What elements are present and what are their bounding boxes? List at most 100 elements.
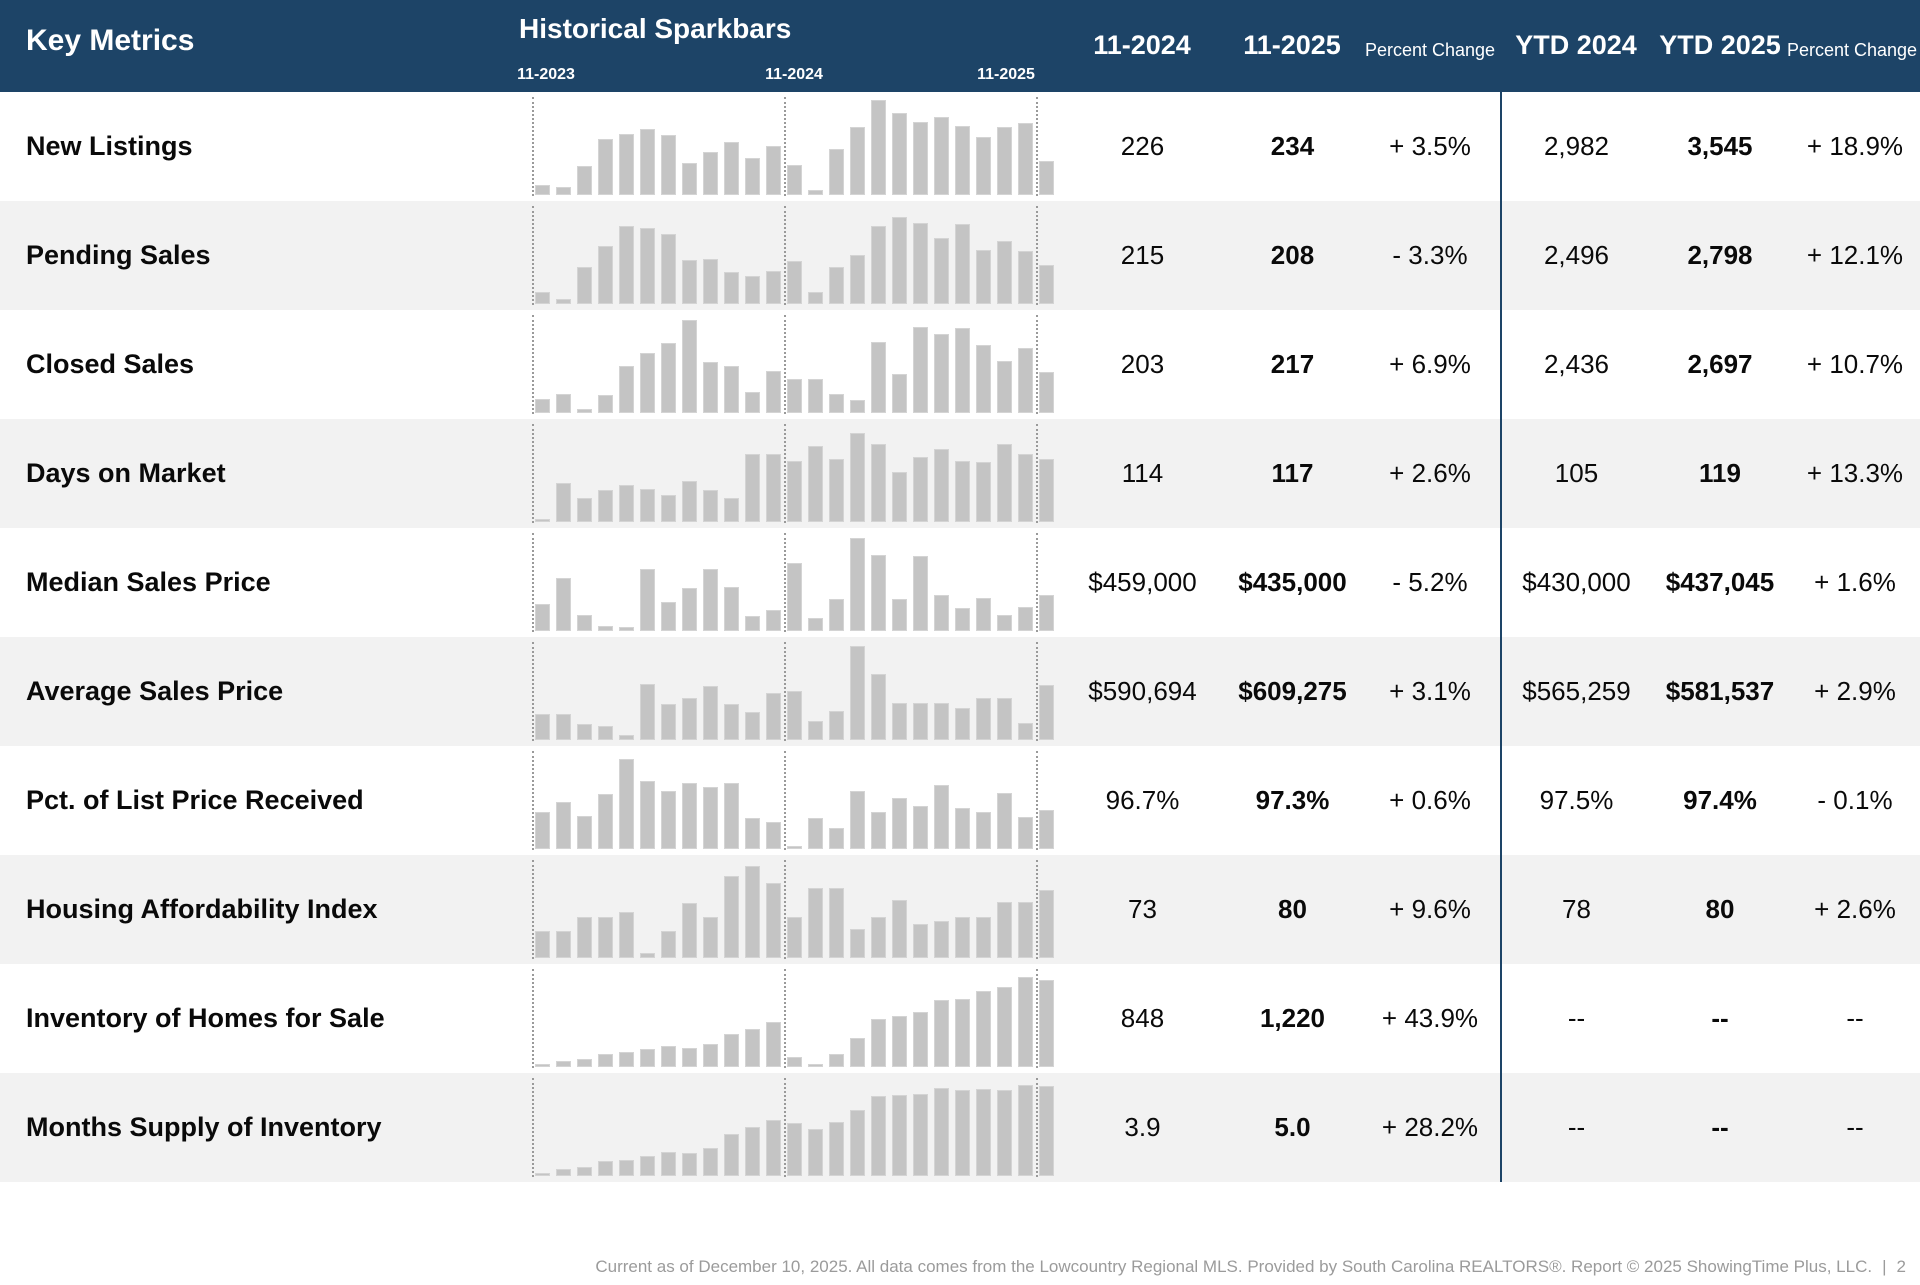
spark-bar bbox=[661, 1046, 676, 1067]
spark-bar bbox=[955, 126, 970, 195]
spark-bar bbox=[1018, 454, 1033, 522]
metric-label: Closed Sales bbox=[26, 349, 195, 379]
spark-bar bbox=[955, 808, 970, 849]
value-ytd-percent-change: + 10.7% bbox=[1806, 349, 1904, 379]
spark-bar bbox=[619, 366, 634, 413]
metric-label: New Listings bbox=[26, 131, 193, 161]
value-ytd-2024: 2,982 bbox=[1543, 131, 1610, 161]
spark-bar bbox=[682, 903, 697, 958]
spark-bars bbox=[535, 752, 1055, 849]
value-ytd-2025: $581,537 bbox=[1665, 676, 1775, 706]
spark-bar bbox=[661, 234, 676, 304]
spark-bar bbox=[640, 684, 655, 740]
spark-gridline-2025 bbox=[1036, 1078, 1038, 1177]
spark-bar bbox=[703, 1044, 718, 1067]
spark-bar bbox=[598, 626, 613, 631]
spark-bar bbox=[556, 1061, 571, 1067]
divider-line bbox=[1500, 855, 1502, 964]
spark-bar bbox=[619, 735, 634, 740]
spark-bar bbox=[1018, 123, 1033, 195]
spark-bar bbox=[829, 1054, 844, 1067]
value-ytd-percent-change: + 13.3% bbox=[1806, 458, 1904, 488]
value-ytd-percent-change: -- bbox=[1846, 1112, 1864, 1142]
spark-bar bbox=[766, 693, 781, 740]
spark-bar bbox=[703, 569, 718, 631]
spark-bar bbox=[766, 371, 781, 413]
column-header-ytd-2025: YTD 2025 bbox=[1659, 30, 1781, 60]
spark-bar bbox=[850, 127, 865, 195]
spark-bar bbox=[787, 1057, 802, 1067]
spark-bar bbox=[997, 698, 1012, 740]
metric-label: Inventory of Homes for Sale bbox=[26, 1003, 385, 1033]
spark-bar bbox=[724, 1034, 739, 1067]
value-ytd-percent-change: + 2.6% bbox=[1814, 894, 1896, 924]
spark-bar bbox=[913, 122, 928, 195]
spark-bar bbox=[934, 238, 949, 304]
spark-bar bbox=[892, 900, 907, 958]
spark-bar bbox=[640, 129, 655, 195]
value-month-2024: 848 bbox=[1120, 1003, 1165, 1033]
value-ytd-2025: 2,798 bbox=[1687, 240, 1753, 270]
spark-bar bbox=[850, 791, 865, 849]
spark-bar bbox=[598, 794, 613, 849]
spark-bar bbox=[598, 1054, 613, 1067]
spark-bar bbox=[934, 921, 949, 958]
spark-bar bbox=[766, 1022, 781, 1067]
spark-bar bbox=[892, 798, 907, 849]
value-month-2024: 3.9 bbox=[1124, 1112, 1161, 1142]
spark-bar bbox=[892, 472, 907, 522]
spark-bar bbox=[661, 135, 676, 195]
spark-bar bbox=[703, 362, 718, 413]
spark-bar bbox=[1018, 817, 1033, 849]
spark-bar bbox=[724, 587, 739, 631]
spark-bar bbox=[997, 241, 1012, 304]
spark-bar bbox=[997, 615, 1012, 631]
sparkbars-title: Historical Sparkbars bbox=[519, 13, 792, 44]
metric-label: Average Sales Price bbox=[26, 676, 284, 706]
value-month-2025: 208 bbox=[1270, 240, 1315, 270]
spark-bar bbox=[703, 1148, 718, 1176]
value-percent-change: - 3.3% bbox=[1392, 240, 1468, 270]
spark-bar bbox=[808, 379, 823, 413]
value-month-2025: 234 bbox=[1270, 131, 1315, 161]
sparkbar-chart bbox=[440, 528, 1060, 637]
spark-bar bbox=[976, 462, 991, 522]
spark-bar bbox=[577, 409, 592, 413]
spark-bar bbox=[577, 615, 592, 631]
spark-bar bbox=[535, 1064, 550, 1067]
spark-bar bbox=[850, 1038, 865, 1067]
spark-bar bbox=[724, 366, 739, 413]
spark-gridline-2023 bbox=[532, 424, 534, 523]
value-ytd-2025: $437,045 bbox=[1665, 567, 1775, 597]
spark-bar bbox=[1039, 685, 1054, 740]
spark-bar bbox=[850, 1110, 865, 1176]
spark-bar bbox=[745, 276, 760, 304]
spark-bar bbox=[829, 888, 844, 958]
spark-bar bbox=[976, 345, 991, 413]
spark-bar bbox=[1018, 348, 1033, 413]
spark-bar bbox=[787, 379, 802, 413]
spark-bar bbox=[955, 328, 970, 413]
spark-bar bbox=[1039, 810, 1054, 849]
sparkbar-chart bbox=[440, 637, 1060, 746]
spark-bar bbox=[703, 490, 718, 522]
value-ytd-2024: 2,496 bbox=[1543, 240, 1610, 270]
spark-bar bbox=[682, 1153, 697, 1176]
column-group-divider bbox=[1500, 637, 1503, 746]
spark-bar bbox=[976, 250, 991, 304]
spark-bar bbox=[787, 261, 802, 304]
value-percent-change: - 5.2% bbox=[1392, 567, 1468, 597]
spark-axis-label-2023: 11-2023 bbox=[517, 66, 575, 83]
metric-row: New Listings 226 234 + 3.5% 2,982 3,545 … bbox=[0, 92, 1920, 201]
spark-bar bbox=[619, 226, 634, 304]
spark-bar bbox=[871, 226, 886, 304]
spark-bar bbox=[787, 165, 802, 195]
spark-bar bbox=[661, 343, 676, 413]
spark-gridline-2024 bbox=[784, 97, 786, 196]
spark-bar bbox=[535, 714, 550, 740]
sparkbar-chart bbox=[440, 310, 1060, 419]
metric-label: Housing Affordability Index bbox=[26, 894, 378, 924]
spark-bar bbox=[934, 449, 949, 522]
spark-gridline-2024 bbox=[784, 751, 786, 850]
metric-row: Pending Sales 215 208 - 3.3% 2,496 2,798… bbox=[0, 201, 1920, 310]
